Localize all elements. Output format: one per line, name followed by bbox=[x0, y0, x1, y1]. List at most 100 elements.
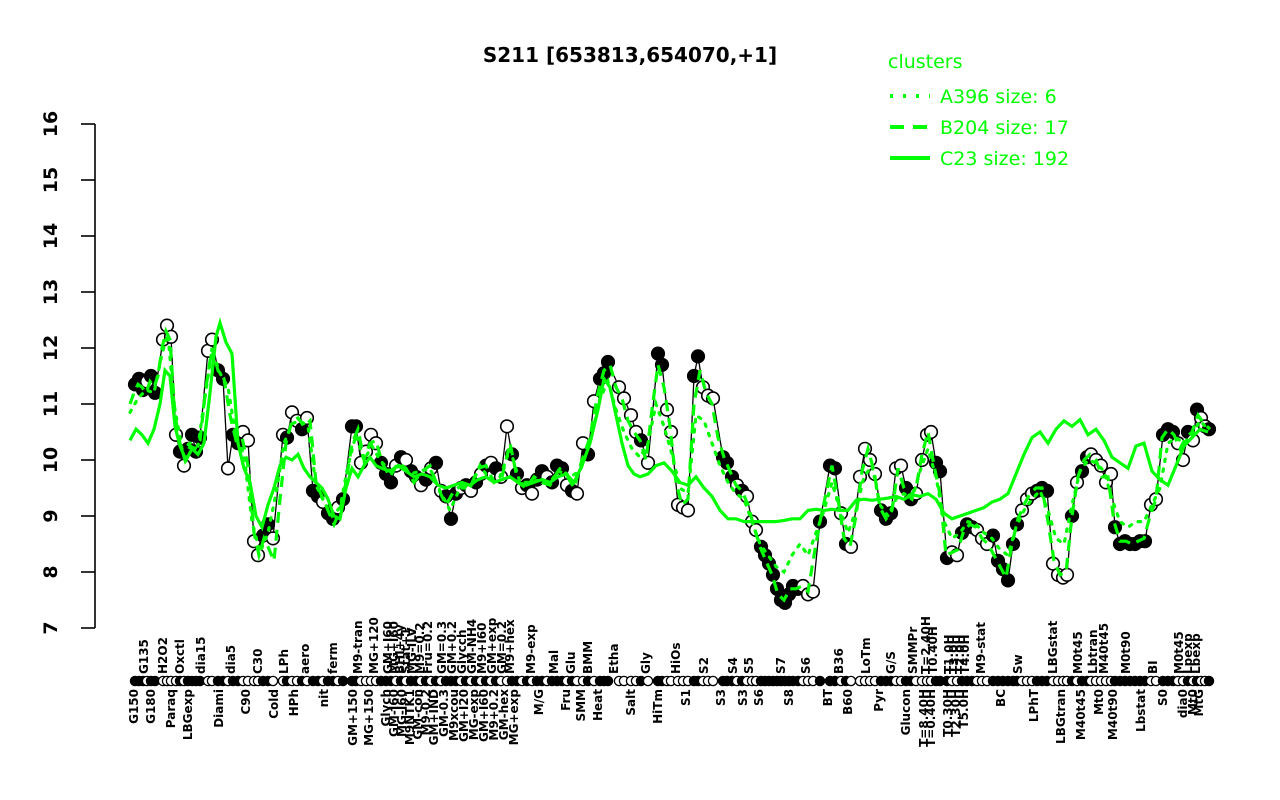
condition-label-bottom: S6 bbox=[752, 689, 766, 706]
condition-label-bottom: GM-0.3 bbox=[437, 689, 451, 737]
condition-label-bottom: Glucon bbox=[899, 689, 913, 735]
cluster-mean-dashed bbox=[128, 326, 1212, 603]
gene-point-filled bbox=[1039, 483, 1055, 498]
condition-symbol bbox=[1203, 675, 1215, 687]
condition-symbol bbox=[642, 675, 654, 687]
condition-label-top: Glu bbox=[564, 651, 578, 674]
condition-label-top: T=2.40H bbox=[919, 616, 933, 674]
condition-label-top: LBGstat bbox=[1046, 620, 1060, 674]
y-axis-tick-label: 11 bbox=[40, 391, 62, 417]
condition-symbol bbox=[814, 675, 826, 687]
condition-label-top: S5 bbox=[742, 657, 756, 674]
condition-label-bottom: Mt0 bbox=[1186, 689, 1200, 715]
condition-label-bottom: C90 bbox=[239, 689, 253, 715]
condition-label-bottom: S8 bbox=[782, 689, 796, 706]
gene-point-open bbox=[499, 419, 515, 434]
condition-label-bottom: T5.0H bbox=[957, 689, 971, 729]
condition-label-bottom: HPh bbox=[287, 689, 301, 716]
condition-label-bottom: Lbstat bbox=[1134, 689, 1148, 732]
condition-label-top: Oxctl bbox=[173, 639, 187, 674]
condition-label-bottom: nit bbox=[317, 689, 331, 708]
condition-label-top: M0t90 bbox=[1119, 631, 1133, 674]
gene-point-filled bbox=[985, 528, 1001, 543]
condition-label-top: T1.0H bbox=[942, 635, 956, 675]
y-axis-tick-label: 7 bbox=[40, 621, 62, 634]
condition-label-bottom: BT bbox=[821, 688, 835, 706]
condition-label-bottom: GM-hex bbox=[497, 689, 511, 740]
condition-label-bottom: S0 bbox=[1156, 689, 1170, 706]
gene-point-filled bbox=[600, 354, 616, 370]
condition-label-top: M0t45 bbox=[1172, 631, 1186, 674]
condition-symbol bbox=[337, 675, 349, 687]
condition-label-bottom: B60 bbox=[841, 689, 855, 715]
condition-label-top: S6 bbox=[799, 657, 813, 674]
condition-label-top: M9=0.2 bbox=[413, 622, 427, 674]
condition-label-bottom: Pyr bbox=[872, 689, 886, 712]
gene-point-open bbox=[569, 486, 585, 501]
condition-label-bottom: S3 bbox=[736, 689, 750, 706]
condition-label-top: S2 bbox=[697, 657, 711, 674]
y-axis-tick-label: 13 bbox=[40, 279, 62, 305]
condition-label-bottom: dia0 bbox=[1176, 689, 1190, 718]
condition-label-bottom: M9-0.2 bbox=[419, 689, 433, 736]
condition-label-top: Lbexp bbox=[1189, 633, 1203, 674]
condition-label-top: Stat+1 bbox=[399, 627, 413, 674]
condition-symbol bbox=[602, 675, 614, 687]
condition-label-bottom: LPhT bbox=[1027, 688, 1041, 722]
condition-label-top: ferm bbox=[326, 642, 340, 674]
condition-label-bottom: MtG bbox=[1192, 689, 1206, 717]
condition-label-top: HiOs bbox=[669, 643, 683, 675]
condition-label-top: B36 bbox=[832, 648, 846, 674]
condition-label-bottom: GM+I20 bbox=[457, 689, 471, 742]
condition-symbol bbox=[845, 675, 857, 687]
y-axis-tick-label: 16 bbox=[40, 111, 62, 137]
condition-label-top: M9+I60 bbox=[475, 622, 489, 674]
gene-point-open bbox=[524, 486, 540, 501]
condition-label-top: H2O2 bbox=[156, 637, 170, 674]
condition-label-top: LoTm bbox=[859, 637, 873, 674]
legend-item-label: C23 size: 192 bbox=[940, 148, 1069, 170]
condition-label-top: M9-stat bbox=[974, 622, 988, 674]
legend: A396 size: 6 B204 size: 17 C23 size: 192 bbox=[890, 86, 1069, 170]
condition-label-bottom: GM+IND bbox=[427, 689, 441, 745]
condition-label-bottom: MG+150 bbox=[362, 689, 376, 746]
condition-label-top: T0.40H bbox=[926, 626, 940, 674]
condition-label-top: M9-exp bbox=[524, 624, 538, 674]
condition-label-bottom: Diami bbox=[212, 689, 226, 728]
condition-label-top: GM+exp bbox=[485, 617, 499, 674]
condition-label-bottom: Cold bbox=[267, 689, 281, 719]
condition-symbol bbox=[267, 675, 279, 687]
condition-label-bottom: T2.30H bbox=[949, 689, 963, 737]
legend-title: clusters bbox=[888, 51, 963, 73]
cluster-mean-dotted bbox=[128, 333, 1210, 575]
condition-label-top: S4 bbox=[726, 657, 740, 674]
condition-label-top: M0t45 bbox=[1071, 631, 1085, 674]
condition-label-bottom: S1 bbox=[679, 689, 693, 706]
condition-label-top: GM=0.2 bbox=[495, 621, 509, 674]
condition-label-bottom: M/G bbox=[532, 689, 546, 715]
condition-label-top: M9-tran bbox=[351, 620, 365, 674]
condition-label-bottom: BC bbox=[994, 689, 1008, 707]
condition-label-bottom: T=0.40H bbox=[924, 689, 938, 747]
condition-label-top: SMMPr bbox=[906, 627, 920, 674]
y-axis-tick-label: 10 bbox=[40, 447, 62, 473]
y-axis: 7 8 9 10 11 12 13 14 15 16 bbox=[40, 111, 96, 635]
y-axis-tick-label: 14 bbox=[40, 223, 62, 249]
condition-label-bottom: MG-exp bbox=[467, 689, 481, 741]
condition-label-top: T2.0H bbox=[953, 635, 967, 675]
condition-label-top: Gly bbox=[639, 652, 653, 674]
condition-label-bottom: T=8.40H bbox=[917, 689, 931, 747]
condition-label-top: Mal bbox=[547, 650, 561, 674]
chart-title: S211 [653813,654070,+1] bbox=[483, 43, 777, 67]
condition-label-bottom: G150 bbox=[127, 689, 141, 724]
condition-label-bottom: G180 bbox=[144, 689, 158, 724]
series-layer bbox=[127, 317, 1217, 610]
condition-label-bottom: GM-con bbox=[411, 689, 425, 740]
condition-label-top: MG+120 bbox=[367, 617, 381, 674]
condition-label-top: Glycch bbox=[455, 629, 469, 674]
gene-point-filled bbox=[443, 511, 459, 526]
condition-label-top: Fru=0.2 bbox=[421, 621, 435, 674]
condition-label-top: aero bbox=[298, 644, 312, 674]
